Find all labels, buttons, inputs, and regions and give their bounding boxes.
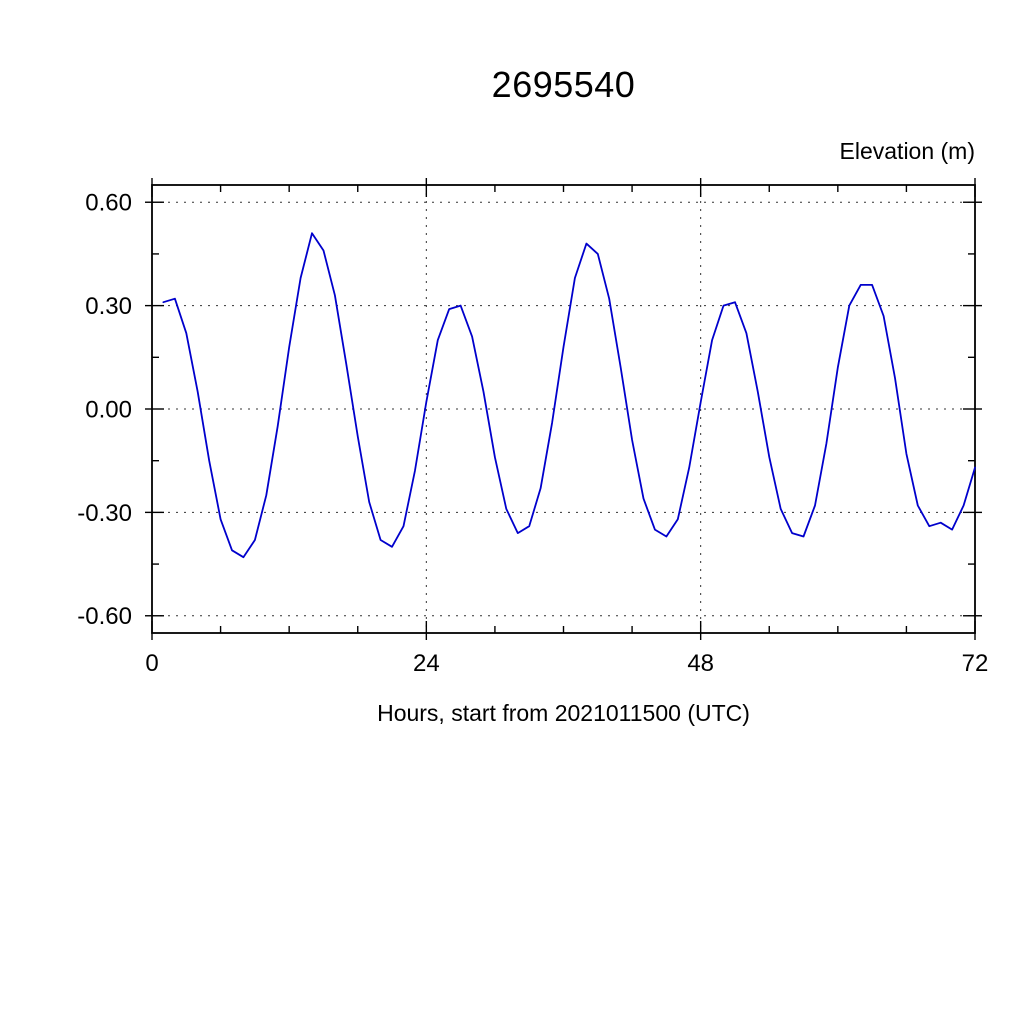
y-tick-label: 0.00 xyxy=(85,396,132,423)
x-tick-label: 24 xyxy=(413,650,440,677)
y-tick-label: 0.30 xyxy=(85,293,132,320)
y-tick-label: -0.60 xyxy=(77,603,132,630)
x-tick-label: 72 xyxy=(962,650,989,677)
x-tick-label: 48 xyxy=(687,650,714,677)
x-tick-label: 0 xyxy=(145,650,158,677)
y-tick-label: -0.30 xyxy=(77,500,132,527)
y-tick-label: 0.60 xyxy=(85,190,132,217)
x-axis-title: Hours, start from 2021011500 (UTC) xyxy=(377,700,750,726)
axis-frame xyxy=(151,184,976,634)
y-axis-title: Elevation (m) xyxy=(839,138,975,164)
chart-title: 2695540 xyxy=(491,64,636,105)
elevation-line xyxy=(162,232,976,559)
